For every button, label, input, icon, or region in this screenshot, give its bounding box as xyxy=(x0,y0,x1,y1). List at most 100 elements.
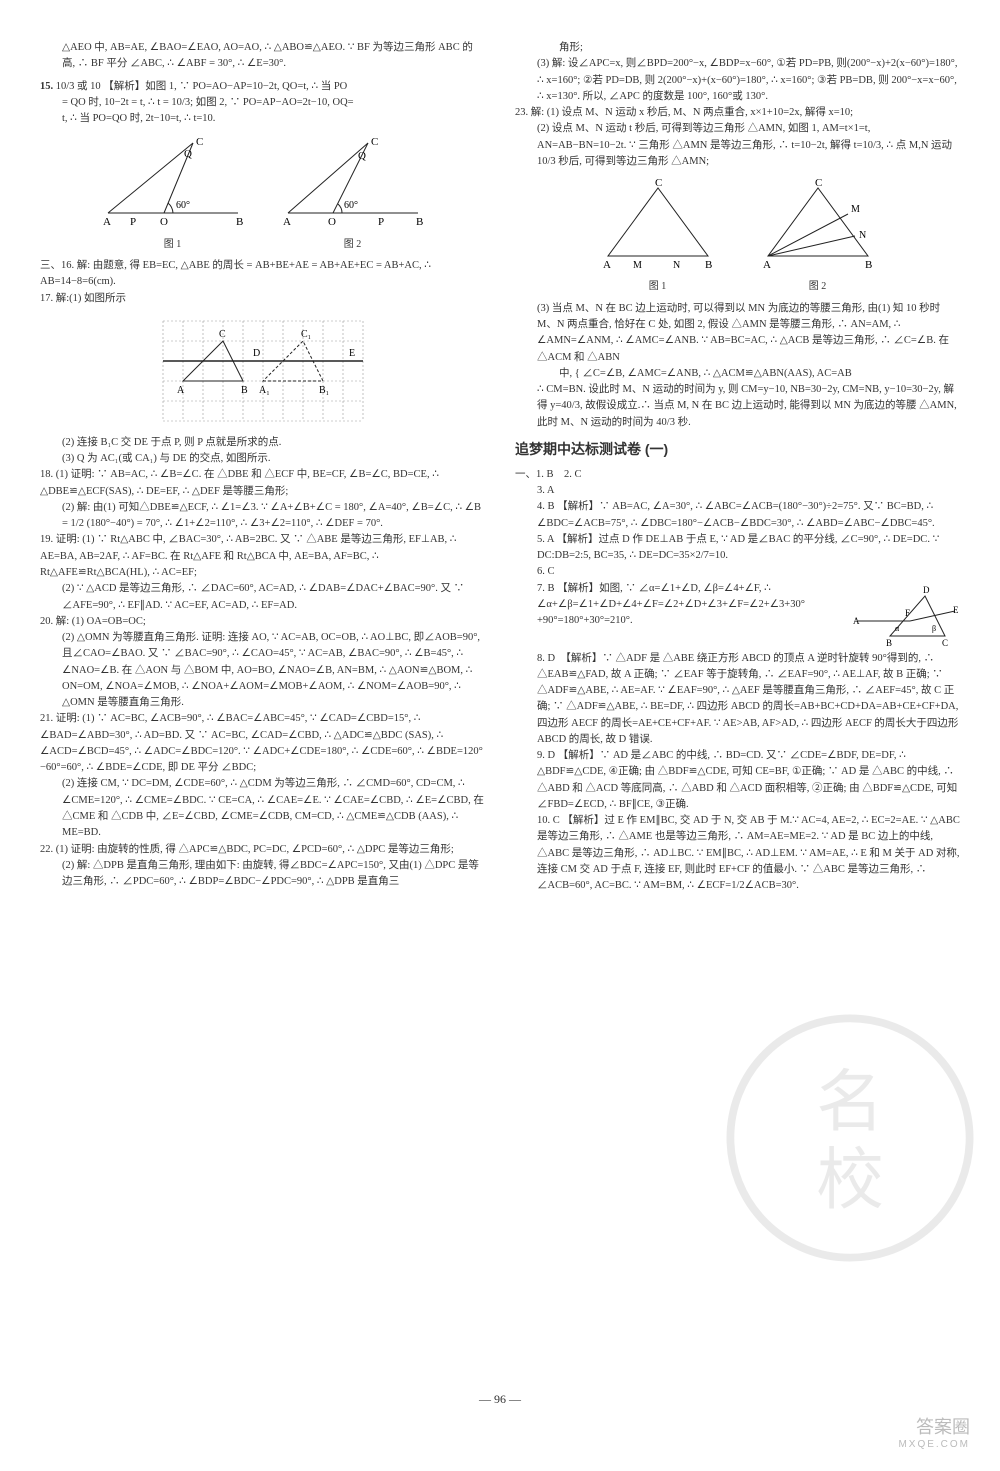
svg-text:B: B xyxy=(416,216,423,228)
p22-1: 22. (1) 证明: 由旋转的性质, 得 △APC≌△BDC, PC=DC, … xyxy=(40,842,485,858)
a1: 一、1. B 2. C xyxy=(515,467,960,483)
footer-brand: 答案圈 MXQE.COM xyxy=(898,1417,970,1451)
p16: 三、16. 解: 由题意, 得 EB=EC, △ABE 的周长 = AB+BE+… xyxy=(40,258,485,291)
a6: 6. C xyxy=(515,564,960,580)
p22-3: (3) 解: 设∠APC=x, 则∠BPD=200°−x, ∠BDP=x−60°… xyxy=(515,56,960,105)
svg-text:C: C xyxy=(196,136,203,148)
a3: 3. A xyxy=(515,483,960,499)
fig-23: A B C M N 图 1 A B C M N xyxy=(515,176,960,295)
fig1r-label: 图 1 xyxy=(593,279,723,295)
p23-3a: (3) 当点 M、N 在 BC 边上运动时, 可以得到以 MN 为底边的等腰三角… xyxy=(515,301,960,366)
a9: 9. D 【解析】∵ AD 是∠ABC 的中线, ∴ BD=CD. 又∵ ∠CD… xyxy=(515,748,960,813)
svg-text:Q: Q xyxy=(184,148,192,160)
footer-url: MXQE.COM xyxy=(898,1439,970,1451)
svg-text:N: N xyxy=(859,230,866,241)
svg-text:M: M xyxy=(633,260,642,271)
svg-text:M: M xyxy=(851,204,860,215)
svg-text:A: A xyxy=(283,216,291,228)
grid-figure-svg: A B C D E C₁ A₁ B₁ xyxy=(153,311,373,431)
triangle-1-svg: A B C Q O P 60° xyxy=(98,133,248,228)
svg-text:B: B xyxy=(865,259,872,271)
right-column: 角形; (3) 解: 设∠APC=x, 则∠BPD=200°−x, ∠BDP=x… xyxy=(515,40,960,1380)
a4: 4. B 【解析】∵ AB=AC, ∠A=30°, ∴ ∠ABC=∠ACB=(1… xyxy=(515,499,960,532)
svg-text:C: C xyxy=(371,136,378,148)
fig-23-2: A B C M N 图 2 xyxy=(753,176,883,295)
svg-text:B: B xyxy=(705,259,712,271)
p23-1: 23. 解: (1) 设点 M、N 运动 x 秒后, M、N 两点重合, x×1… xyxy=(515,105,960,121)
svg-text:N: N xyxy=(673,260,680,271)
left-column: △AEO 中, AB=AE, ∠BAO=∠EAO, AO=AO, ∴ △ABO≌… xyxy=(40,40,485,1380)
svg-text:C: C xyxy=(219,329,226,340)
svg-text:A: A xyxy=(763,259,771,271)
svg-text:P: P xyxy=(378,216,384,228)
triangle-2-svg: A B C Q O P 60° xyxy=(278,133,428,228)
p15c: t, ∴ 当 PO=QO 时, 2t−10=t, ∴ t=10. xyxy=(40,111,485,127)
p21-1: 21. 证明: (1) ∵ AC=BC, ∠ACB=90°, ∴ ∠BAC=∠A… xyxy=(40,711,485,776)
fig-15: A B C Q O P 60° 图 1 A B C xyxy=(40,133,485,252)
svg-text:C: C xyxy=(655,177,662,189)
svg-text:A₁: A₁ xyxy=(259,385,270,396)
svg-text:A: A xyxy=(853,616,860,626)
svg-text:B: B xyxy=(236,216,243,228)
svg-text:60°: 60° xyxy=(344,200,358,211)
svg-text:B₁: B₁ xyxy=(319,385,329,396)
svg-text:A: A xyxy=(603,259,611,271)
a7-row: 7. B 【解析】如图, ∵ ∠α=∠1+∠D, ∠β=∠4+∠F, ∴ ∠α+… xyxy=(515,581,960,651)
svg-text:D: D xyxy=(253,348,260,359)
svg-text:E: E xyxy=(349,348,355,359)
p15-frac: 10/3 或 10 xyxy=(56,81,101,92)
p18-1: 18. (1) 证明: ∵ AB=AC, ∴ ∠B=∠C. 在 △DBE 和 △… xyxy=(40,467,485,500)
triangle-23-2: A B C M N xyxy=(753,176,883,271)
p19-1: 19. 证明: (1) ∵ Rt△ABC 中, ∠BAC=30°, ∴ AB=2… xyxy=(40,532,485,581)
svg-text:Q: Q xyxy=(358,150,366,162)
footer-brand-text: 答案圈 xyxy=(898,1417,970,1439)
p20-2: (2) △OMN 为等腰直角三角形. 证明: 连接 AO, ∵ AC=AB, O… xyxy=(40,630,485,711)
fig-23-1: A B C M N 图 1 xyxy=(593,176,723,295)
svg-text:B: B xyxy=(241,385,248,396)
svg-text:60°: 60° xyxy=(176,200,190,211)
svg-text:β: β xyxy=(932,624,936,633)
title-midterm: 追梦期中达标测试卷 (一) xyxy=(515,439,960,461)
triangle-23-1: A B C M N xyxy=(593,176,723,271)
svg-text:A: A xyxy=(177,385,185,396)
fig-15-1: A B C Q O P 60° 图 1 xyxy=(98,133,248,252)
a5: 5. A 【解析】过点 D 作 DE⊥AB 于点 E, ∵ AD 是∠BAC 的… xyxy=(515,532,960,565)
p23-3c: ∴ CM=BN. 设此时 M、N 运动的时间为 y, 则 CM=y−10, NB… xyxy=(515,382,960,431)
a7-figure: A B C D E F α β xyxy=(850,581,960,651)
svg-text:E: E xyxy=(953,605,959,615)
a7: 7. B 【解析】如图, ∵ ∠α=∠1+∠D, ∠β=∠4+∠F, ∴ ∠α+… xyxy=(515,581,844,630)
p22-tail: 角形; xyxy=(515,40,960,56)
svg-text:D: D xyxy=(923,585,930,595)
p15-num: 15. xyxy=(40,81,53,92)
fig1-label: 图 1 xyxy=(98,237,248,253)
svg-text:B: B xyxy=(886,638,892,648)
p23-3b: 中, { ∠C=∠B, ∠AMC=∠ANB, ∴ △ACM≌△ABN(AAS),… xyxy=(515,366,960,382)
page-number: — 96 — xyxy=(40,1390,960,1409)
p19-2: (2) ∵ △ACD 是等边三角形, ∴ ∠DAC=60°, AC=AD, ∴ … xyxy=(40,581,485,614)
p21-2: (2) 连接 CM, ∵ DC=DM, ∠CDE=60°, ∴ △CDM 为等边… xyxy=(40,776,485,841)
p18-2: (2) 解: 由(1) 可知△DBE≌△ECF, ∴ ∠1=∠3. ∵ ∠A+∠… xyxy=(40,500,485,533)
p15a: 【解析】如图 1, ∵ PO=AO−AP=10−2t, QO=t, ∴ 当 PO xyxy=(103,81,347,92)
fig2-label: 图 2 xyxy=(278,237,428,253)
p22-2: (2) 解: △DPB 是直角三角形, 理由如下: 由旋转, 得∠BDC=∠AP… xyxy=(40,858,485,891)
svg-text:C: C xyxy=(942,638,948,648)
p17-1: 17. 解:(1) 如图所示 xyxy=(40,291,485,307)
svg-text:A: A xyxy=(103,216,111,228)
p23-2: (2) 设点 M、N 运动 t 秒后, 可得到等边三角形 △AMN, 如图 1,… xyxy=(515,121,960,170)
a8: 8. D 【解析】∵ △ADF 是 △ABE 绕正方形 ABCD 的顶点 A 逆… xyxy=(515,651,960,749)
svg-text:C₁: C₁ xyxy=(301,329,311,340)
p17-3: (3) Q 为 AC₁(或 CA₁) 与 DE 的交点, 如图所示. xyxy=(40,451,485,467)
svg-text:F: F xyxy=(905,608,910,618)
svg-text:P: P xyxy=(130,216,136,228)
p15b: = QO 时, 10−2t = t, ∴ t = 10/3; 如图 2, ∵ P… xyxy=(40,95,485,111)
fig2r-label: 图 2 xyxy=(753,279,883,295)
p15: 15. 10/3 或 10 【解析】如图 1, ∵ PO=AO−AP=10−2t… xyxy=(40,79,485,95)
p20-1: 20. 解: (1) OA=OB=OC; xyxy=(40,614,485,630)
p17-2: (2) 连接 B₁C 交 DE 于点 P, 则 P 点就是所求的点. xyxy=(40,435,485,451)
fig-15-2: A B C Q O P 60° 图 2 xyxy=(278,133,428,252)
svg-text:O: O xyxy=(160,216,168,228)
p14-tail: △AEO 中, AB=AE, ∠BAO=∠EAO, AO=AO, ∴ △ABO≌… xyxy=(40,40,485,73)
a10: 10. C 【解析】过 E 作 EM∥BC, 交 AD 于 N, 交 AB 于 … xyxy=(515,813,960,894)
svg-text:O: O xyxy=(328,216,336,228)
svg-text:C: C xyxy=(815,177,822,189)
